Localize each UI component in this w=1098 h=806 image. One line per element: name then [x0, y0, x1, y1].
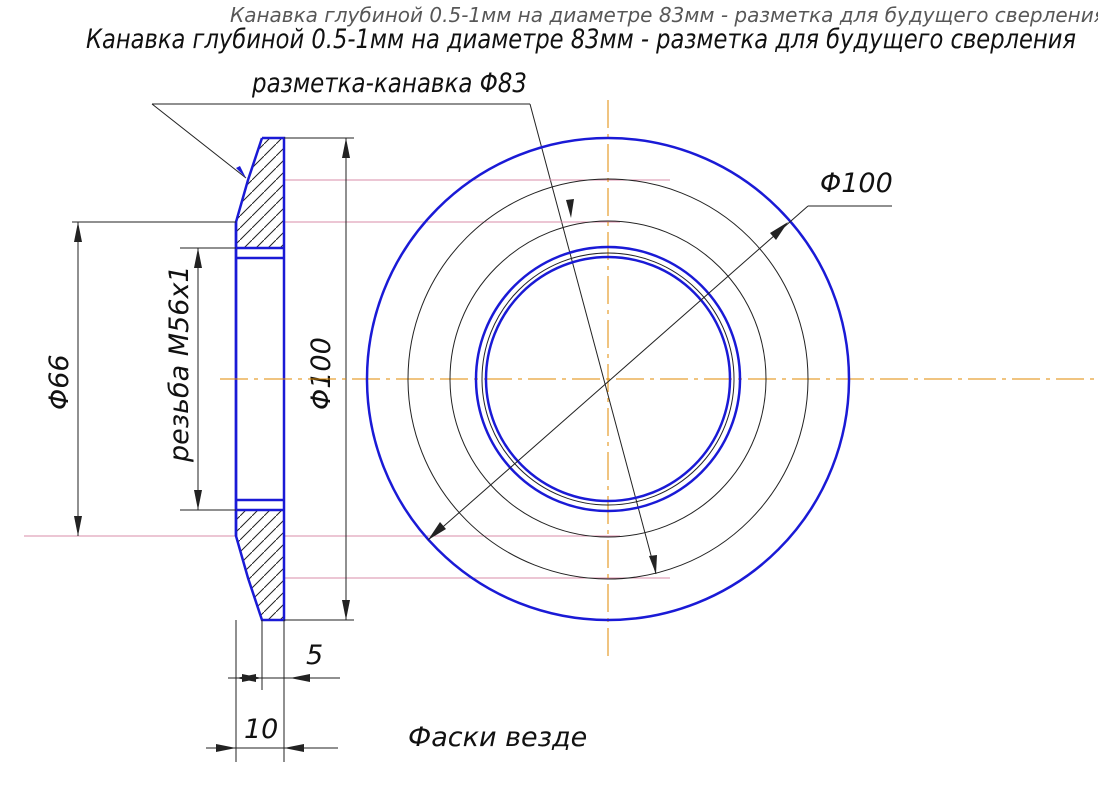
- front-view: [220, 100, 1098, 656]
- dimension-d100-section-label: Φ100: [306, 337, 337, 410]
- dimension-width-10-label: 10: [244, 714, 278, 745]
- section-hatch-bottom: [236, 510, 284, 620]
- thread-circle: [481, 252, 735, 506]
- dimension-d66-label: Φ66: [44, 354, 75, 410]
- dimension-thread: [180, 247, 236, 511]
- dimension-d100-view-label: Φ100: [820, 168, 893, 199]
- ghost-title: Канавка глубиной 0.5-1мм на диаметре 83м…: [230, 3, 1098, 27]
- chamfer-circle: [449, 220, 767, 538]
- dimension-width-10: [206, 620, 338, 762]
- bore-circle: [474, 245, 742, 513]
- dimension-width-5-label: 5: [306, 640, 323, 671]
- outer-circle-d100: [365, 136, 851, 622]
- inner-bore-circle: [484, 255, 732, 503]
- dimension-width-5: [228, 620, 340, 762]
- dimension-thread-label: резьба М56х1: [164, 265, 195, 463]
- groove-leader: [151, 103, 657, 575]
- section-view: [24, 136, 670, 622]
- groove-circle-d83: [407, 178, 809, 580]
- chamfer-note: Фаски везде: [408, 722, 587, 753]
- drawing-title: Канавка глубиной 0.5-1мм на диаметре 83м…: [86, 24, 1076, 55]
- dimension-d66: [72, 221, 236, 536]
- section-hatch-top: [236, 138, 284, 248]
- groove-label: разметка-канавка Φ83: [251, 68, 527, 99]
